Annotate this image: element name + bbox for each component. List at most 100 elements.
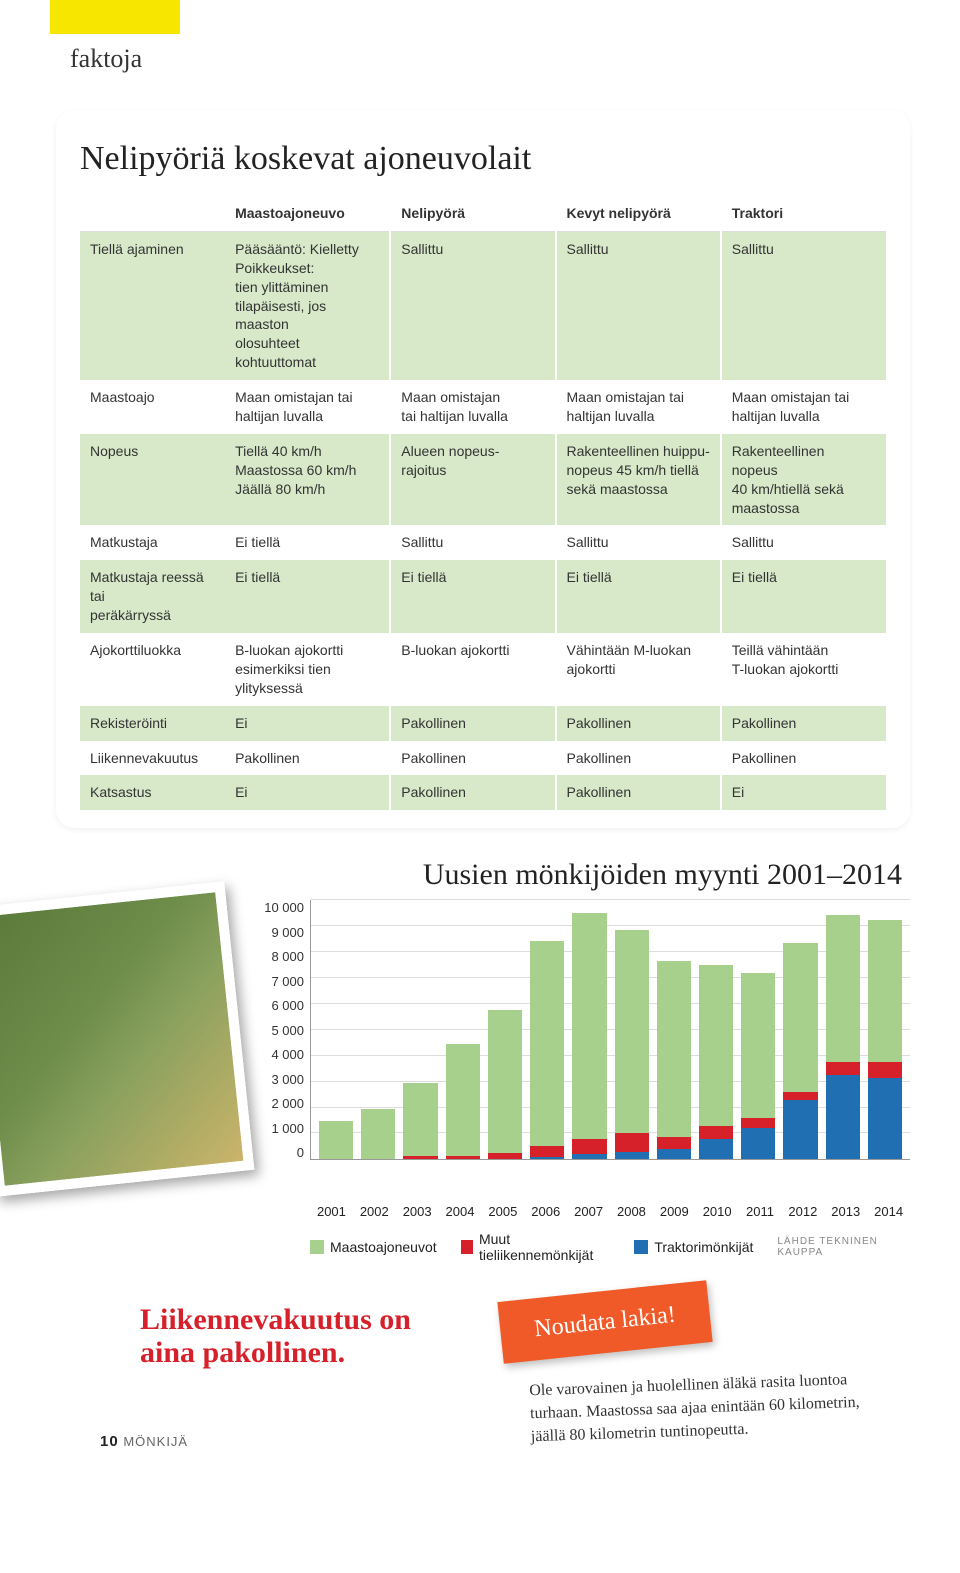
legend-item: Maastoajoneuvot <box>310 1239 437 1255</box>
y-tick-label: 5 000 <box>271 1023 304 1038</box>
bottom-section: Liikennevakuutus onaina pakollinen. 10 M… <box>0 1303 960 1533</box>
bar-segment-maasto <box>783 943 817 1092</box>
bar-segment-muut <box>572 1139 606 1155</box>
bar-segment-traktori <box>826 1075 860 1159</box>
bar-segment-muut <box>783 1092 817 1100</box>
bar <box>653 900 695 1159</box>
red-headline: Liikennevakuutus onaina pakollinen. <box>140 1303 411 1369</box>
table-row: LiikennevakuutusPakollinenPakollinenPako… <box>80 741 886 776</box>
table-cell: Ei <box>225 775 390 810</box>
bar <box>611 900 653 1159</box>
table-cell: Ei tiellä <box>390 560 555 633</box>
x-tick-label: 2004 <box>439 1204 482 1219</box>
table-cell: Maan omistajan tai haltijan luvalla <box>390 380 555 434</box>
table-cell: Maan omistajan tai haltijan luvalla <box>721 380 886 434</box>
table-cell: Pakollinen <box>390 775 555 810</box>
photo-placeholder <box>0 900 250 1200</box>
table-row-label: Liikennevakuutus <box>80 741 225 776</box>
table-cell: Pakollinen <box>225 741 390 776</box>
table-cell: Sallittu <box>556 231 721 380</box>
bar-segment-maasto <box>319 1121 353 1160</box>
bar <box>737 900 779 1159</box>
legend-label: Maastoajoneuvot <box>330 1239 437 1255</box>
page-label: MÖNKIJÄ <box>123 1434 188 1449</box>
table-cell: Pääsääntö: Kielletty Poikkeukset: tien y… <box>225 231 390 380</box>
bar-segment-muut <box>403 1156 437 1160</box>
table-cell: Alueen nopeus- rajoitus <box>390 434 555 526</box>
bar-segment-maasto <box>572 913 606 1138</box>
y-tick-label: 10 000 <box>264 900 304 915</box>
table-cell: Maan omistajan tai haltijan luvalla <box>225 380 390 434</box>
x-tick-label: 2007 <box>567 1204 610 1219</box>
bar-segment-muut <box>699 1126 733 1139</box>
sticky-note: Noudata lakia! <box>497 1281 712 1365</box>
table-cell: B-luokan ajokortti esimerkiksi tien ylit… <box>225 633 390 706</box>
table-cell: Ei tiellä <box>721 560 886 633</box>
page-number: 10 <box>100 1433 119 1450</box>
y-tick-label: 0 <box>297 1145 304 1160</box>
y-tick-label: 2 000 <box>271 1096 304 1111</box>
y-tick-label: 9 000 <box>271 925 304 940</box>
table-title: Nelipyöriä koskevat ajoneuvolait <box>80 140 886 178</box>
legend-label: Muut tieliikennemönkijät <box>479 1231 610 1263</box>
bar <box>315 900 357 1159</box>
table-cell: Tiellä 40 km/h Maastossa 60 km/h Jäällä … <box>225 434 390 526</box>
table-rowlabel-header <box>80 196 225 231</box>
table-cell: Pakollinen <box>721 706 886 741</box>
table-cell: Sallittu <box>390 231 555 380</box>
bar-segment-muut <box>826 1062 860 1075</box>
table-row-label: Ajokorttiluokka <box>80 633 225 706</box>
table-cell: Ei tiellä <box>225 560 390 633</box>
y-tick-label: 4 000 <box>271 1047 304 1062</box>
laws-table-card: Nelipyöriä koskevat ajoneuvolait Maastoa… <box>56 110 910 828</box>
table-cell: Maan omistajan tai haltijan luvalla <box>556 380 721 434</box>
table-column-header: Traktori <box>721 196 886 231</box>
table-row: MaastoajoMaan omistajan tai haltijan luv… <box>80 380 886 434</box>
table-cell: Rakenteellinen nopeus 40 km/htiellä sekä… <box>721 434 886 526</box>
bar-segment-traktori <box>572 1154 606 1159</box>
table-row: NopeusTiellä 40 km/h Maastossa 60 km/h J… <box>80 434 886 526</box>
x-tick-label: 2009 <box>653 1204 696 1219</box>
table-cell: Sallittu <box>390 525 555 560</box>
x-tick-label: 2013 <box>824 1204 867 1219</box>
bar-segment-maasto <box>530 941 564 1147</box>
chart-block: Uusien mönkijöiden myynti 2001–2014 10 0… <box>0 858 910 1263</box>
table-row: MatkustajaEi tielläSallittuSallittuSalli… <box>80 525 886 560</box>
bar-segment-traktori <box>530 1157 564 1160</box>
table-cell: Rakenteellinen huippu- nopeus 45 km/h ti… <box>556 434 721 526</box>
table-row-label: Tiellä ajaminen <box>80 231 225 380</box>
page-footer: 10 MÖNKIJÄ <box>100 1433 188 1450</box>
table-row: Tiellä ajaminenPääsääntö: Kielletty Poik… <box>80 231 886 380</box>
bar-segment-maasto <box>741 973 775 1118</box>
table-column-header: Nelipyörä <box>390 196 555 231</box>
legend-swatch <box>310 1240 324 1254</box>
bar <box>864 900 906 1159</box>
bar <box>526 900 568 1159</box>
bar <box>779 900 821 1159</box>
table-row-label: Nopeus <box>80 434 225 526</box>
handwritten-note: Ole varovainen ja huolellinen äläkä rasi… <box>529 1367 891 1449</box>
chart-title: Uusien mönkijöiden myynti 2001–2014 <box>0 858 902 892</box>
bar-segment-muut <box>446 1156 480 1160</box>
page: faktoja Nelipyöriä koskevat ajoneuvolait… <box>0 0 960 1573</box>
table-cell: Pakollinen <box>556 775 721 810</box>
bar-segment-muut <box>657 1137 691 1149</box>
table-row-label: Matkustaja reessä tai peräkärryssä <box>80 560 225 633</box>
bar-segment-traktori <box>657 1149 691 1159</box>
table-row-label: Matkustaja <box>80 525 225 560</box>
bar-segment-maasto <box>657 961 691 1137</box>
bar-segment-traktori <box>868 1078 902 1160</box>
y-tick-label: 1 000 <box>271 1121 304 1136</box>
table-cell: Sallittu <box>556 525 721 560</box>
bar <box>399 900 441 1159</box>
x-tick-label: 2002 <box>353 1204 396 1219</box>
table-row: Matkustaja reessä tai peräkärryssäEi tie… <box>80 560 886 633</box>
bar-segment-traktori <box>699 1139 733 1160</box>
bar <box>357 900 399 1159</box>
table-cell: Sallittu <box>721 231 886 380</box>
legend-source: LÄHDE TEKNINEN KAUPPA <box>777 1236 910 1258</box>
x-tick-label: 2008 <box>610 1204 653 1219</box>
bar <box>484 900 526 1159</box>
table-row: RekisteröintiEiPakollinenPakollinenPakol… <box>80 706 886 741</box>
chart-plot <box>310 900 910 1160</box>
